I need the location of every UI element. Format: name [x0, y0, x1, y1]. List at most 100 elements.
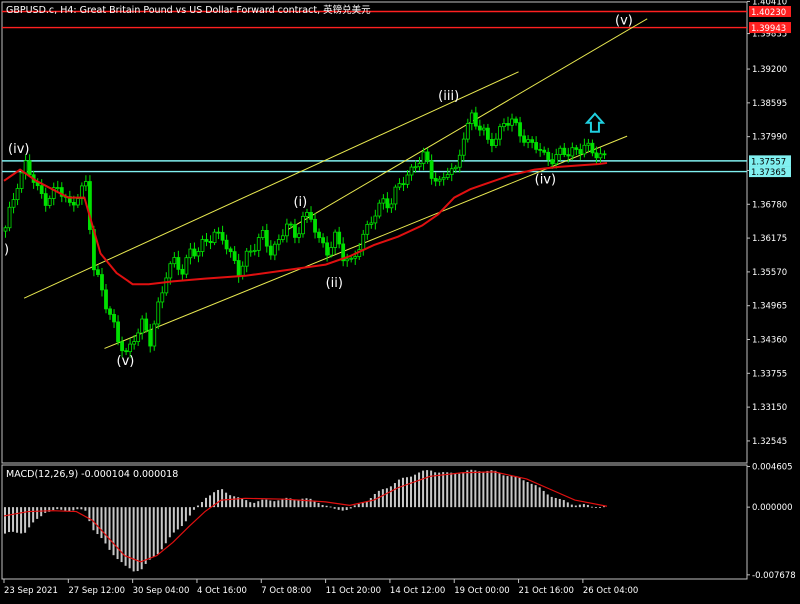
macd-bar — [188, 507, 191, 516]
candle-body — [413, 166, 418, 169]
price-tick-label: 1.36780 — [752, 200, 787, 210]
level-tag-label: 1.39943 — [751, 24, 786, 34]
macd-bar — [72, 507, 75, 511]
candle-body — [260, 230, 265, 238]
macd-bar — [140, 507, 143, 570]
candle-body — [345, 258, 350, 262]
candle-body — [104, 289, 108, 310]
macd-bar — [566, 502, 569, 508]
candle-body — [329, 247, 334, 256]
macd-bar — [510, 475, 513, 508]
candle-body — [116, 321, 120, 343]
wave-label: (iv) — [535, 173, 556, 188]
candle-body — [562, 147, 567, 156]
candle-body — [325, 242, 330, 256]
candle-body — [530, 139, 535, 143]
candle-body — [465, 123, 470, 140]
macd-bar — [68, 507, 71, 512]
price-tick-label: 1.34965 — [752, 302, 787, 312]
candle-body — [67, 196, 72, 203]
candle-body — [578, 149, 583, 155]
candle-body — [71, 202, 76, 206]
candle-body — [401, 183, 406, 186]
macd-bar — [422, 470, 425, 508]
macd-bar — [196, 505, 199, 508]
macd-panel[interactable]: 0.004605 0.000000 -0.007678 MACD(12,26,9) … — [1, 463, 796, 581]
macd-bar — [397, 479, 400, 508]
candle-body — [220, 232, 225, 241]
candle-body — [542, 149, 547, 153]
macd-signal-line — [3, 471, 608, 563]
candle-body — [369, 222, 374, 225]
macd-bar — [52, 507, 55, 511]
macd-bar — [578, 504, 581, 508]
candle-body — [461, 138, 466, 156]
macd-bar — [44, 507, 47, 513]
candle-body — [453, 166, 458, 170]
candle-body — [602, 153, 607, 156]
candle-body — [397, 183, 402, 188]
candle-body — [15, 188, 20, 201]
macd-bar — [309, 498, 312, 508]
macd-bar — [361, 502, 364, 508]
price-axis: 1.40410 1.39835 1.39200 1.38595 1.37990 1.373… — [747, 0, 787, 447]
candle-body — [264, 230, 269, 247]
macd-bar — [249, 502, 252, 508]
macd-panel-frame — [1, 464, 748, 580]
macd-bar — [88, 507, 91, 522]
time-tick-label: 7 Oct 08:00 — [261, 586, 311, 596]
candle-body — [51, 187, 56, 199]
candle-body — [27, 160, 32, 176]
candle-body — [441, 177, 446, 180]
candle-body — [112, 313, 116, 323]
macd-bar — [160, 507, 163, 550]
candle-body — [598, 153, 603, 159]
candle-body — [349, 257, 354, 260]
macd-bar — [192, 507, 195, 510]
macd-bar — [538, 487, 541, 508]
candle-body — [498, 126, 502, 140]
candle-body — [55, 187, 60, 189]
candle-body — [385, 198, 390, 209]
macd-bar — [148, 507, 151, 560]
time-tick-label: 21 Oct 16:00 — [519, 586, 574, 596]
candle-body — [204, 239, 209, 242]
macd-bar — [594, 507, 597, 508]
candle-body — [148, 329, 153, 347]
price-panel[interactable]: (iv)) (v) (i) (ii) (iii) (iv) (v) 1.40410 1.398… — [1, 0, 791, 464]
candle-body — [244, 250, 249, 267]
macd-bar — [502, 475, 505, 508]
candle-body — [236, 260, 241, 277]
moving-average-line — [3, 161, 608, 286]
candle-body — [156, 301, 161, 325]
macd-bar — [233, 496, 236, 508]
macd-bar — [257, 501, 260, 508]
macd-bar — [598, 507, 601, 508]
candle-body — [164, 277, 169, 294]
macd-bar — [526, 482, 529, 508]
macd-bar — [325, 505, 328, 508]
candle-body — [582, 144, 587, 155]
time-tick-label: 14 Oct 12:00 — [390, 586, 445, 596]
macd-bar — [76, 507, 79, 510]
macd-bar — [546, 494, 549, 508]
candle-body — [96, 269, 100, 275]
time-axis: 23 Sep 2021 27 Sep 12:00 30 Sep 04:00 4 Oct… — [3, 579, 638, 596]
price-tick-label: 1.39200 — [752, 65, 787, 75]
candle-body — [252, 249, 257, 252]
macd-bar — [209, 495, 212, 508]
candle-body — [208, 241, 213, 244]
candle-body — [485, 127, 490, 140]
macd-bar — [184, 507, 187, 522]
candle-body — [188, 248, 193, 259]
macd-bar — [514, 476, 517, 508]
candle-body — [152, 323, 157, 347]
macd-bar — [176, 507, 179, 530]
macd-bar — [297, 499, 300, 508]
macd-bar — [40, 507, 43, 517]
macd-bar — [381, 489, 384, 508]
candle-body — [437, 178, 442, 182]
candle-body — [570, 147, 575, 157]
